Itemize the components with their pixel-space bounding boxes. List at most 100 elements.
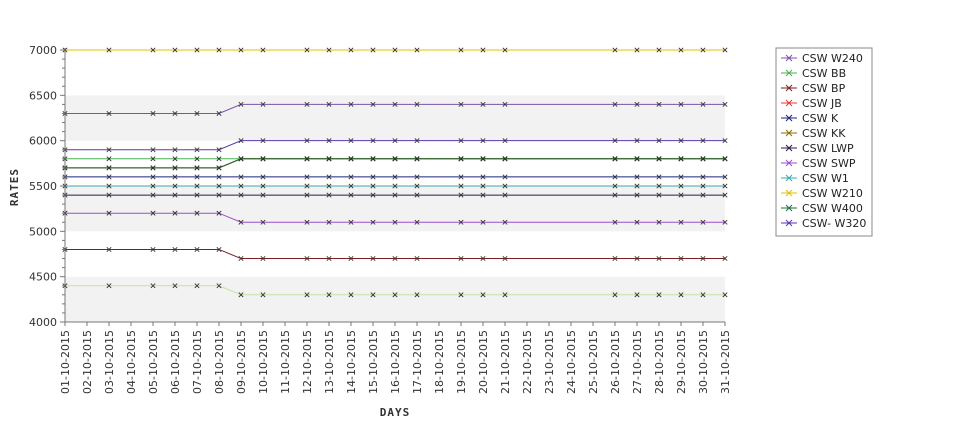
data-point: [612, 101, 618, 107]
data-point: [348, 101, 354, 107]
grid-band: [65, 95, 725, 141]
data-point: [238, 183, 244, 189]
legend-item: CSW W1: [781, 172, 849, 185]
data-point: [304, 183, 310, 189]
data-point: [700, 219, 706, 225]
data-point: [458, 138, 464, 144]
data-point: [216, 174, 222, 180]
data-point: [326, 174, 332, 180]
y-tick-label: 7000: [29, 44, 57, 57]
data-point: [150, 174, 156, 180]
data-point: [172, 283, 178, 289]
legend-label: CSW BP: [802, 82, 846, 95]
data-point: [106, 110, 112, 116]
y-tick-label: 5000: [29, 225, 57, 238]
data-point: [502, 47, 508, 53]
data-point: [348, 292, 354, 298]
grid-band: [65, 231, 725, 277]
data-point: [326, 47, 332, 53]
data-point: [106, 156, 112, 162]
data-point: [304, 219, 310, 225]
grid-band: [65, 140, 725, 186]
data-point: [326, 256, 332, 262]
data-point: [260, 192, 266, 198]
x-tick-label: 15-10-2015: [367, 330, 380, 394]
legend-label: CSW W210: [802, 187, 863, 200]
grid-bands: [65, 50, 725, 322]
data-point: [106, 246, 112, 252]
data-point: [326, 138, 332, 144]
data-point: [260, 101, 266, 107]
data-point: [216, 156, 222, 162]
x-tick-label: 30-10-2015: [697, 330, 710, 394]
data-point: [106, 147, 112, 153]
data-point: [392, 138, 398, 144]
data-point: [634, 138, 640, 144]
data-point: [216, 183, 222, 189]
x-tick-label: 25-10-2015: [587, 330, 600, 394]
data-point: [458, 192, 464, 198]
data-point: [656, 183, 662, 189]
legend-item: CSW JB: [781, 97, 842, 110]
data-point: [106, 183, 112, 189]
data-point: [612, 183, 618, 189]
data-point: [502, 101, 508, 107]
data-point: [370, 292, 376, 298]
data-point: [722, 156, 728, 162]
data-point: [480, 256, 486, 262]
data-point: [722, 292, 728, 298]
data-point: [656, 292, 662, 298]
x-tick-label: 19-10-2015: [455, 330, 468, 394]
y-tick-label: 4500: [29, 271, 57, 284]
data-point: [172, 246, 178, 252]
data-point: [392, 174, 398, 180]
data-point: [150, 183, 156, 189]
data-point: [722, 219, 728, 225]
data-point: [656, 138, 662, 144]
x-tick-label: 21-10-2015: [499, 330, 512, 394]
data-point: [370, 183, 376, 189]
legend-label: CSW LWP: [802, 142, 854, 155]
x-tick-label: 02-10-2015: [81, 330, 94, 394]
data-point: [502, 138, 508, 144]
data-point: [260, 256, 266, 262]
x-tick-label: 08-10-2015: [213, 330, 226, 394]
data-point: [172, 110, 178, 116]
data-point: [502, 292, 508, 298]
y-tick-label: 5500: [29, 180, 57, 193]
data-point: [194, 147, 200, 153]
data-point: [304, 47, 310, 53]
legend-item: CSW W240: [781, 52, 863, 65]
data-point: [392, 219, 398, 225]
legend-item: CSW BB: [781, 67, 846, 80]
grid-band: [65, 186, 725, 232]
data-point: [194, 283, 200, 289]
data-point: [150, 156, 156, 162]
x-tick-label: 03-10-2015: [103, 330, 116, 394]
legend-label: CSW BB: [802, 67, 846, 80]
data-point: [678, 256, 684, 262]
data-point: [150, 47, 156, 53]
data-point: [304, 138, 310, 144]
data-point: [678, 138, 684, 144]
x-tick-label: 22-10-2015: [521, 330, 534, 394]
data-point: [612, 174, 618, 180]
data-point: [370, 101, 376, 107]
data-point: [216, 147, 222, 153]
data-point: [150, 192, 156, 198]
data-point: [634, 174, 640, 180]
data-point: [414, 156, 420, 162]
x-tick-label: 01-10-2015: [59, 330, 72, 394]
x-tick-label: 29-10-2015: [675, 330, 688, 394]
data-point: [656, 192, 662, 198]
data-point: [480, 192, 486, 198]
data-point: [656, 47, 662, 53]
data-point: [392, 183, 398, 189]
data-point: [414, 183, 420, 189]
data-point: [194, 174, 200, 180]
data-point: [370, 174, 376, 180]
data-point: [304, 192, 310, 198]
data-point: [502, 192, 508, 198]
data-point: [260, 174, 266, 180]
